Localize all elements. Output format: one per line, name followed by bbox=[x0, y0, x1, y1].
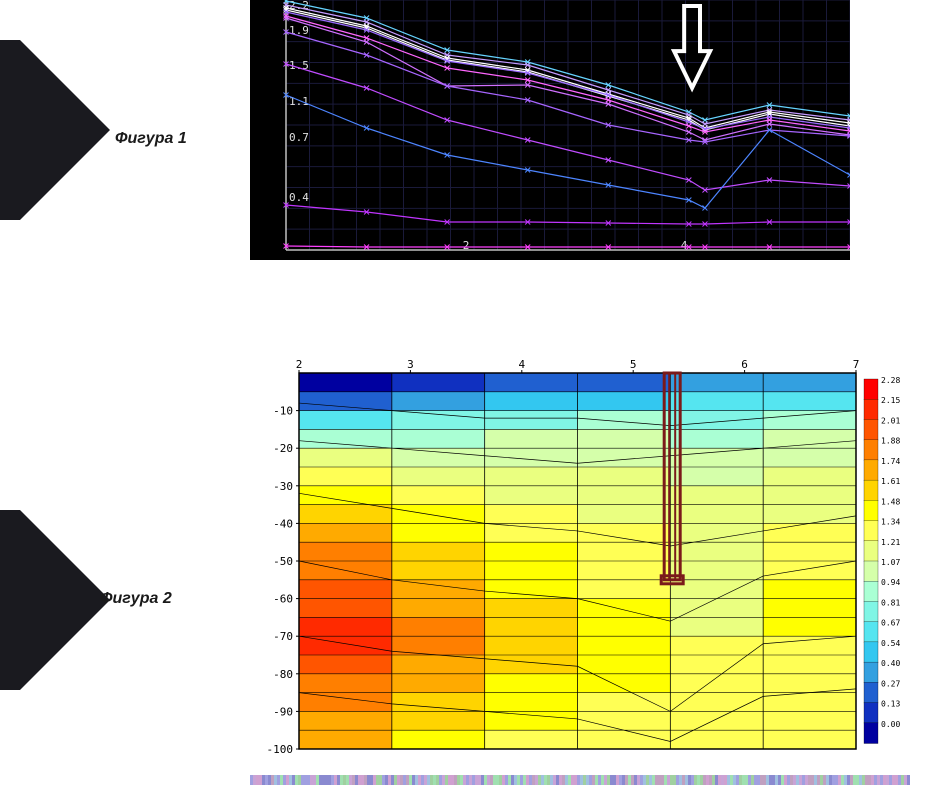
svg-text:-70: -70 bbox=[273, 630, 293, 643]
svg-text:1.34: 1.34 bbox=[881, 518, 900, 527]
svg-text:-80: -80 bbox=[273, 668, 293, 681]
svg-text:-90: -90 bbox=[273, 705, 293, 718]
svg-text:-50: -50 bbox=[273, 555, 293, 568]
svg-text:4: 4 bbox=[681, 239, 688, 252]
svg-text:0.67: 0.67 bbox=[881, 619, 900, 628]
svg-text:-100: -100 bbox=[267, 743, 294, 755]
svg-text:0.13: 0.13 bbox=[881, 700, 900, 709]
svg-text:0.7: 0.7 bbox=[289, 131, 309, 144]
svg-text:0.54: 0.54 bbox=[881, 639, 900, 648]
svg-text:6: 6 bbox=[741, 358, 748, 371]
svg-text:0.4: 0.4 bbox=[289, 191, 309, 204]
svg-text:0.40: 0.40 bbox=[881, 659, 900, 668]
svg-text:1.07: 1.07 bbox=[881, 558, 900, 567]
svg-text:-10: -10 bbox=[273, 405, 293, 418]
svg-text:2: 2 bbox=[463, 239, 470, 252]
svg-text:0.81: 0.81 bbox=[881, 598, 900, 607]
svg-text:1.48: 1.48 bbox=[881, 497, 900, 506]
svg-text:2.28: 2.28 bbox=[881, 376, 900, 385]
svg-text:0.94: 0.94 bbox=[881, 578, 900, 587]
section-arrow-2 bbox=[0, 510, 110, 690]
svg-text:0.27: 0.27 bbox=[881, 679, 900, 688]
svg-text:5: 5 bbox=[630, 358, 637, 371]
svg-text:1.9: 1.9 bbox=[289, 24, 309, 37]
figure1-chart: 2.21.91.51.10.70.4246 bbox=[250, 0, 850, 260]
svg-text:1.61: 1.61 bbox=[881, 477, 900, 486]
section-arrow-1 bbox=[0, 40, 110, 220]
svg-text:7: 7 bbox=[853, 358, 860, 371]
svg-text:0.00: 0.00 bbox=[881, 720, 900, 729]
svg-text:2: 2 bbox=[296, 358, 303, 371]
figure1-caption: Фигура 1 bbox=[115, 130, 187, 148]
svg-text:4: 4 bbox=[518, 358, 525, 371]
arrow-poly bbox=[0, 40, 110, 220]
svg-text:2.15: 2.15 bbox=[881, 396, 900, 405]
svg-text:3: 3 bbox=[407, 358, 414, 371]
noise-bar bbox=[250, 775, 910, 785]
svg-text:-30: -30 bbox=[273, 480, 293, 493]
figure2-chart: 2 3 4 5 6 7 -10 -20 -30 -40 -50 -60 -70 -80 -90 -100 2.2… bbox=[255, 355, 910, 755]
svg-text:-40: -40 bbox=[273, 517, 293, 530]
svg-text:-20: -20 bbox=[273, 442, 293, 455]
svg-text:1.74: 1.74 bbox=[881, 457, 900, 466]
arrow-poly bbox=[0, 510, 110, 690]
svg-text:-60: -60 bbox=[273, 593, 293, 606]
figure2-caption: Фигура 2 bbox=[100, 590, 172, 608]
svg-text:1.88: 1.88 bbox=[881, 437, 900, 446]
svg-text:1.21: 1.21 bbox=[881, 538, 900, 547]
svg-text:2.01: 2.01 bbox=[881, 416, 900, 425]
